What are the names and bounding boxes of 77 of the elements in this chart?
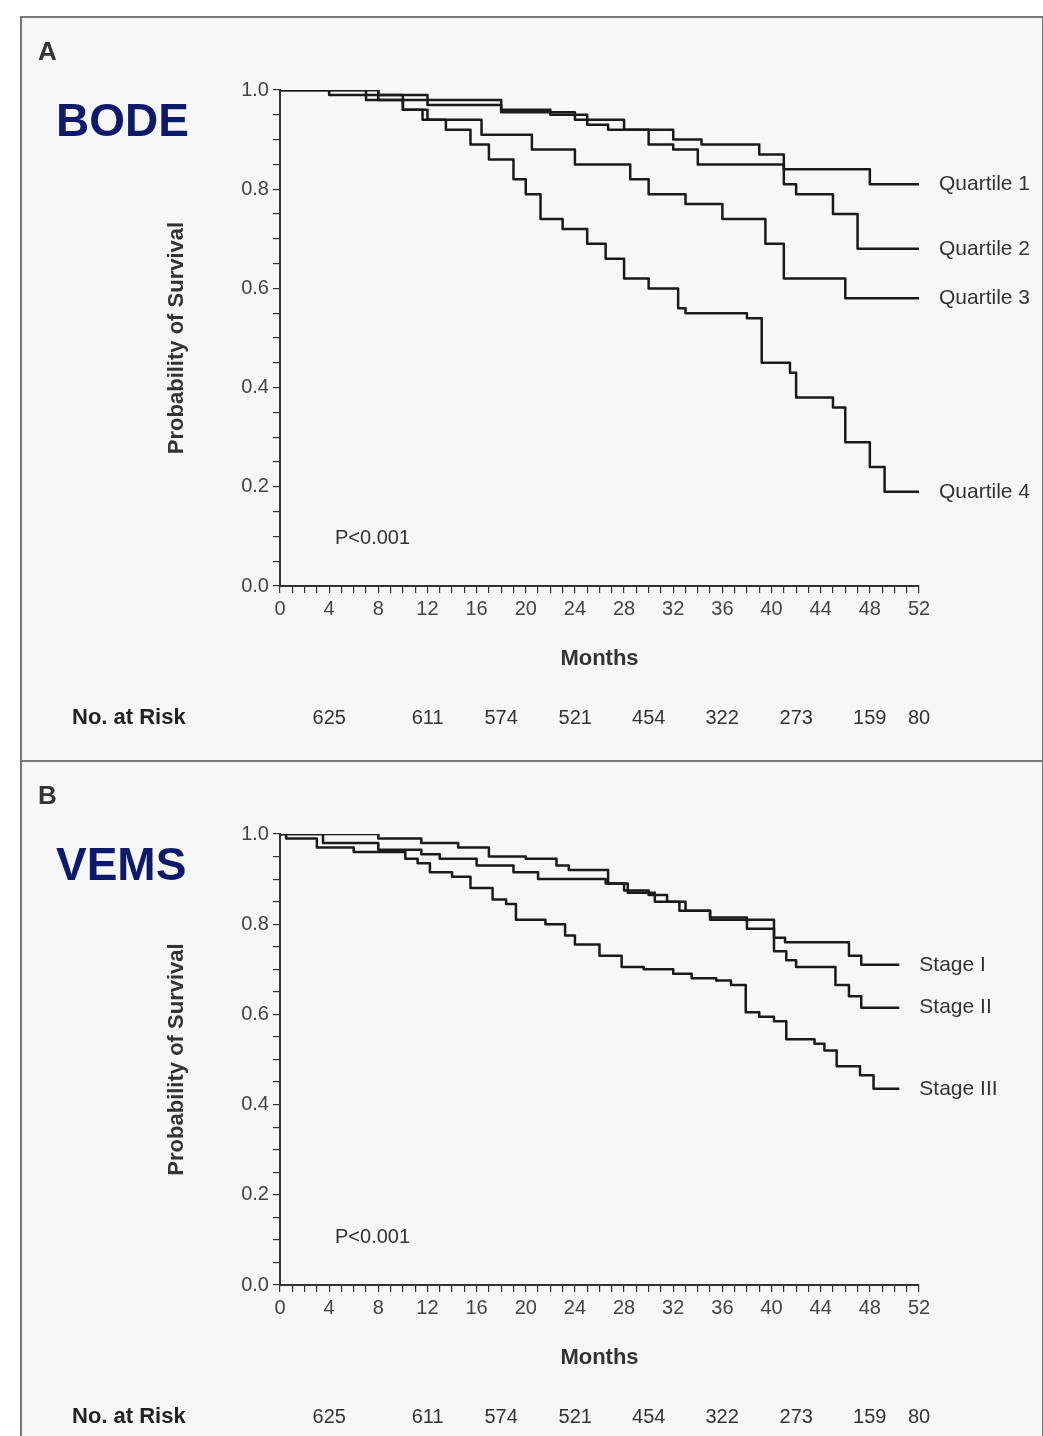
x-tick-label: 48 <box>858 596 881 619</box>
x-tick-label: 16 <box>465 1295 488 1318</box>
x-tick-label: 20 <box>514 596 537 619</box>
text: No. at Risk <box>72 1403 187 1428</box>
y-tick-label: 0.4 <box>241 1092 269 1115</box>
text: 574 <box>484 1405 518 1427</box>
text: B <box>38 780 57 810</box>
y-tick-label: 0.6 <box>241 275 269 298</box>
x-tick-label: 12 <box>416 596 439 619</box>
text: 454 <box>632 1405 666 1427</box>
x-tick-label: 0 <box>274 596 286 619</box>
text: 273 <box>779 1405 813 1427</box>
y-tick-label: 0.8 <box>241 911 269 934</box>
x-tick-label: 52 <box>907 596 931 619</box>
x-tick-label: 48 <box>858 1295 881 1318</box>
series-label: Quartile 1 <box>939 171 1031 195</box>
series-label: Stage I <box>919 951 986 975</box>
x-tick-label: 40 <box>760 596 783 619</box>
series-label: Quartile 2 <box>939 235 1031 259</box>
chart-title: VEMS <box>56 838 187 890</box>
text: 80 <box>907 1405 931 1427</box>
x-tick-label: 32 <box>662 1295 685 1318</box>
text: 625 <box>312 706 346 728</box>
text: No. at Risk <box>72 704 187 729</box>
text: 611 <box>411 1405 444 1427</box>
x-tick-label: 20 <box>514 1295 537 1318</box>
y-axis-title: Probability of Survival <box>163 221 189 455</box>
series-label: Stage II <box>919 994 992 1018</box>
text: 322 <box>705 706 739 728</box>
text: 625 <box>312 1405 346 1427</box>
series-label: Quartile 4 <box>939 478 1031 502</box>
x-tick-label: 28 <box>612 1295 636 1318</box>
text: 159 <box>853 1405 887 1427</box>
x-tick-label: 0 <box>274 1295 286 1318</box>
text: 322 <box>705 1405 739 1427</box>
y-tick-label: 0.4 <box>241 375 269 398</box>
x-tick-label: 32 <box>662 596 685 619</box>
series-label: Stage III <box>919 1075 998 1099</box>
x-tick-label: 4 <box>323 596 335 619</box>
x-tick-label: 24 <box>563 1295 587 1318</box>
x-tick-label: 44 <box>809 1295 832 1318</box>
text: 273 <box>779 706 813 728</box>
x-axis-title: Months <box>560 644 639 670</box>
chart-title: BODE <box>56 94 189 146</box>
series-label: Quartile 3 <box>939 285 1031 309</box>
y-tick-label: 0.2 <box>241 474 269 497</box>
text: 521 <box>558 706 592 728</box>
x-tick-label: 36 <box>711 596 734 619</box>
x-tick-label: 52 <box>907 1295 931 1318</box>
x-tick-label: 24 <box>563 596 587 619</box>
text: 574 <box>484 706 518 728</box>
text: 159 <box>853 706 887 728</box>
y-tick-label: 1.0 <box>241 77 269 100</box>
text: 521 <box>558 1405 592 1427</box>
annotation: P<0.001 <box>335 526 411 548</box>
x-tick-label: 8 <box>372 1295 384 1318</box>
y-tick-label: 0.8 <box>241 176 269 199</box>
x-tick-label: 16 <box>465 596 488 619</box>
x-tick-label: 44 <box>809 596 832 619</box>
x-tick-label: 8 <box>372 596 384 619</box>
x-tick-label: 40 <box>760 1295 783 1318</box>
text: 611 <box>411 706 444 728</box>
y-tick-label: 0.0 <box>241 1272 269 1295</box>
x-tick-label: 36 <box>711 1295 734 1318</box>
text: A <box>38 36 57 66</box>
y-axis-title: Probability of Survival <box>163 943 189 1176</box>
x-tick-label: 28 <box>612 596 636 619</box>
annotation: P<0.001 <box>335 1225 411 1247</box>
text: 454 <box>632 706 666 728</box>
x-tick-label: 12 <box>416 1295 439 1318</box>
text: 80 <box>907 706 931 728</box>
y-tick-label: 0.6 <box>241 1001 269 1024</box>
y-tick-label: 1.0 <box>241 821 269 844</box>
x-tick-label: 4 <box>323 1295 335 1318</box>
x-axis-title: Months <box>560 1343 639 1369</box>
y-tick-label: 0.2 <box>241 1182 269 1205</box>
y-tick-label: 0.0 <box>241 573 269 596</box>
